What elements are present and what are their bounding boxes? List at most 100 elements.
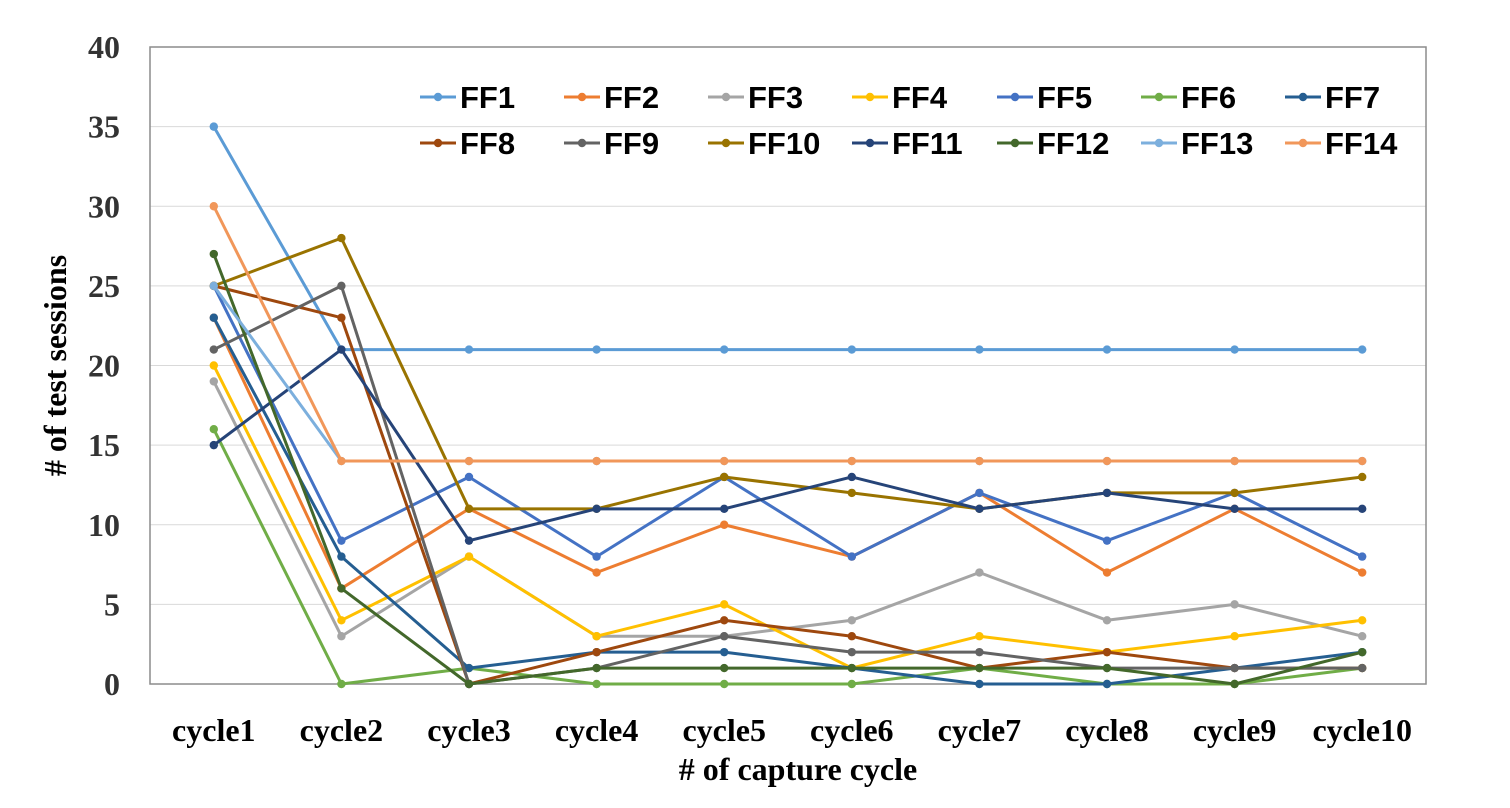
y-tick-label: 0 — [104, 666, 120, 702]
data-point — [1102, 616, 1112, 625]
data-point — [464, 472, 474, 482]
series-line — [213, 284, 1363, 686]
data-point — [337, 616, 346, 625]
series-line — [213, 236, 1363, 511]
series-line — [212, 348, 1363, 543]
series-line — [213, 284, 1363, 686]
data-point — [1358, 663, 1367, 673]
x-tick-label: cycle1 — [172, 712, 256, 748]
legend-label: FF8 — [460, 126, 515, 161]
legend-item-ff1: FF1 — [420, 80, 515, 115]
legend-label: FF12 — [1037, 126, 1109, 161]
data-point — [847, 488, 856, 498]
data-point — [847, 345, 856, 354]
data-point — [464, 504, 474, 514]
legend-swatch-marker — [1298, 138, 1308, 148]
legend-swatch-marker — [865, 92, 875, 102]
data-point — [464, 456, 474, 466]
data-point — [1230, 632, 1239, 641]
y-tick-label: 25 — [88, 268, 120, 304]
data-point — [209, 122, 218, 131]
legend-item-ff11: FF11 — [852, 126, 963, 161]
data-point — [1102, 647, 1112, 657]
data-point — [464, 345, 474, 354]
data-point — [975, 632, 984, 641]
x-axis-title: # of capture cycle — [679, 751, 917, 787]
data-point — [1230, 504, 1239, 514]
data-point — [1230, 600, 1239, 609]
series-line — [212, 317, 1363, 590]
series-line — [212, 364, 1363, 670]
data-point — [592, 647, 601, 657]
data-point — [1358, 472, 1367, 482]
data-point — [847, 552, 856, 561]
data-point — [592, 632, 601, 641]
data-point — [975, 568, 984, 577]
data-point — [847, 616, 856, 625]
data-point — [847, 679, 856, 689]
data-point — [1102, 345, 1112, 354]
data-point — [337, 345, 346, 354]
legend-item-ff14: FF14 — [1285, 126, 1398, 161]
series-line — [212, 285, 1363, 559]
data-point — [1358, 616, 1367, 625]
data-point — [592, 679, 601, 689]
x-tick-label: cycle10 — [1312, 712, 1412, 748]
data-point — [464, 536, 474, 545]
y-tick-label: 40 — [88, 29, 120, 65]
data-point — [1102, 536, 1112, 545]
data-point — [1358, 456, 1367, 466]
data-point — [337, 233, 346, 243]
legend-label: FF5 — [1037, 80, 1092, 115]
data-point — [464, 663, 474, 673]
data-point — [209, 345, 218, 354]
series-ff11 — [209, 345, 1367, 545]
data-point — [1102, 568, 1112, 577]
y-tick-label: 15 — [88, 427, 120, 463]
data-point — [975, 504, 984, 514]
x-tick-label: cycle8 — [1065, 712, 1149, 748]
data-point — [847, 663, 856, 673]
data-point — [337, 313, 346, 322]
legend-label: FF10 — [748, 126, 820, 161]
legend-swatch-marker — [1298, 92, 1308, 102]
legend-item-ff5: FF5 — [997, 80, 1092, 115]
data-point — [464, 552, 474, 561]
data-point — [337, 584, 346, 593]
y-tick-label: 20 — [88, 348, 120, 384]
data-point — [337, 456, 346, 466]
legend-swatch-marker — [1010, 92, 1020, 102]
data-point — [592, 663, 601, 673]
legend-item-ff2: FF2 — [564, 80, 659, 115]
series-ff14 — [209, 202, 1367, 466]
series-line — [212, 428, 1363, 686]
data-point — [975, 456, 984, 466]
data-point — [209, 202, 218, 211]
legend-label: FF1 — [460, 80, 515, 115]
data-point — [337, 536, 346, 545]
data-point — [592, 504, 601, 514]
data-point — [209, 249, 218, 259]
data-point — [720, 345, 729, 354]
data-point — [847, 647, 856, 657]
data-point — [337, 679, 346, 689]
gridlines — [150, 126, 1426, 605]
data-point — [1102, 488, 1112, 498]
data-point — [1230, 679, 1239, 689]
series-ff6 — [209, 425, 1367, 689]
x-tick-label: cycle7 — [938, 712, 1022, 748]
data-point — [720, 632, 729, 641]
data-point — [464, 679, 474, 689]
data-point — [847, 632, 856, 641]
data-point — [720, 472, 729, 482]
y-tick-label: 10 — [88, 507, 120, 543]
series-ff10 — [209, 233, 1367, 514]
data-point — [720, 663, 729, 673]
legend-item-ff10: FF10 — [708, 126, 820, 161]
data-point — [1358, 568, 1367, 577]
data-point — [209, 440, 218, 450]
x-tick-label: cycle2 — [300, 712, 384, 748]
data-point — [975, 679, 984, 689]
y-tick-label: 5 — [104, 586, 120, 622]
